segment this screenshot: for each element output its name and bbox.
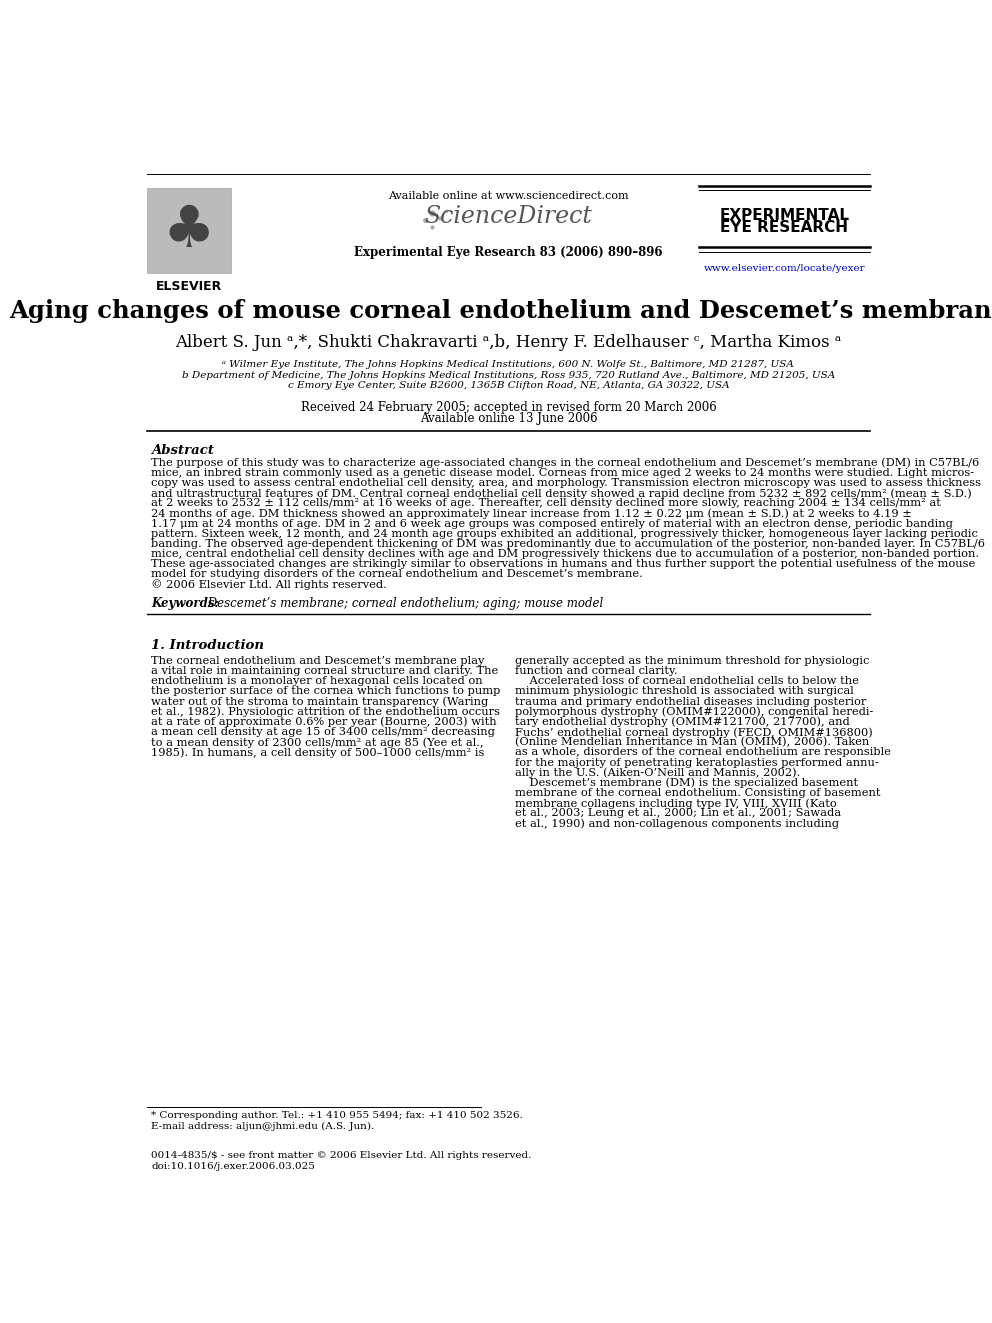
Text: mice, an inbred strain commonly used as a genetic disease model. Corneas from mi: mice, an inbred strain commonly used as … [151, 468, 974, 478]
Text: Experimental Eye Research 83 (2006) 890–896: Experimental Eye Research 83 (2006) 890–… [354, 246, 663, 259]
Text: Descemet’s membrane (DM) is the specialized basement: Descemet’s membrane (DM) is the speciali… [516, 778, 858, 789]
Text: Abstract: Abstract [151, 443, 214, 456]
Text: 1985). In humans, a cell density of 500–1000 cells/mm² is: 1985). In humans, a cell density of 500–… [151, 747, 484, 758]
Text: the posterior surface of the cornea which functions to pump: the posterior surface of the cornea whic… [151, 687, 501, 696]
Text: membrane of the corneal endothelium. Consisting of basement: membrane of the corneal endothelium. Con… [516, 789, 881, 798]
Text: 24 months of age. DM thickness showed an approximately linear increase from 1.12: 24 months of age. DM thickness showed an… [151, 508, 912, 519]
Text: Descemet’s membrane; corneal endothelium; aging; mouse model: Descemet’s membrane; corneal endothelium… [203, 598, 603, 610]
Text: et al., 2003; Leung et al., 2000; Lin et al., 2001; Sawada: et al., 2003; Leung et al., 2000; Lin et… [516, 808, 841, 819]
Text: at a rate of approximate 0.6% per year (Bourne, 2003) with: at a rate of approximate 0.6% per year (… [151, 717, 497, 728]
Text: ScienceDirect: ScienceDirect [425, 205, 592, 228]
Text: EYE RESEARCH: EYE RESEARCH [720, 221, 848, 235]
Text: b Department of Medicine, The Johns Hopkins Medical Institutions, Ross 935, 720 : b Department of Medicine, The Johns Hopk… [182, 370, 835, 380]
Text: copy was used to assess central endothelial cell density, area, and morphology. : copy was used to assess central endothel… [151, 478, 981, 488]
Text: minimum physiologic threshold is associated with surgical: minimum physiologic threshold is associa… [516, 687, 854, 696]
Text: (Online Mendelian Inheritance in Man (OMIM), 2006). Taken: (Online Mendelian Inheritance in Man (OM… [516, 737, 870, 747]
Text: ally in the U.S. (Aiken-O’Neill and Mannis, 2002).: ally in the U.S. (Aiken-O’Neill and Mann… [516, 767, 801, 778]
Text: model for studying disorders of the corneal endothelium and Descemet’s membrane.: model for studying disorders of the corn… [151, 569, 643, 579]
Text: Keywords:: Keywords: [151, 598, 219, 610]
Text: doi:10.1016/j.exer.2006.03.025: doi:10.1016/j.exer.2006.03.025 [151, 1162, 315, 1171]
Text: 1.17 μm at 24 months of age. DM in 2 and 6 week age groups was composed entirely: 1.17 μm at 24 months of age. DM in 2 and… [151, 519, 953, 528]
Text: to a mean density of 2300 cells/mm² at age 85 (Yee et al.,: to a mean density of 2300 cells/mm² at a… [151, 737, 484, 747]
Text: tary endothelial dystrophy (OMIM#121700, 217700), and: tary endothelial dystrophy (OMIM#121700,… [516, 717, 850, 728]
Text: * Corresponding author. Tel.: +1 410 955 5494; fax: +1 410 502 3526.: * Corresponding author. Tel.: +1 410 955… [151, 1111, 523, 1121]
Text: ELSEVIER: ELSEVIER [156, 279, 222, 292]
Text: trauma and primary endothelial diseases including posterior: trauma and primary endothelial diseases … [516, 696, 867, 706]
Text: E-mail address: aljun@jhmi.edu (A.S. Jun).: E-mail address: aljun@jhmi.edu (A.S. Jun… [151, 1122, 374, 1131]
Text: ᵃ Wilmer Eye Institute, The Johns Hopkins Medical Institutions, 600 N. Wolfe St.: ᵃ Wilmer Eye Institute, The Johns Hopkin… [222, 360, 795, 369]
Text: The corneal endothelium and Descemet’s membrane play: The corneal endothelium and Descemet’s m… [151, 656, 484, 665]
Text: mice, central endothelial cell density declines with age and DM progressively th: mice, central endothelial cell density d… [151, 549, 979, 560]
Text: pattern. Sixteen week, 12 month, and 24 month age groups exhibited an additional: pattern. Sixteen week, 12 month, and 24 … [151, 529, 978, 538]
Text: Received 24 February 2005; accepted in revised form 20 March 2006: Received 24 February 2005; accepted in r… [301, 401, 716, 414]
Text: function and corneal clarity.: function and corneal clarity. [516, 665, 678, 676]
Text: water out of the stroma to maintain transparency (Waring: water out of the stroma to maintain tran… [151, 696, 488, 706]
Text: et al., 1990) and non-collagenous components including: et al., 1990) and non-collagenous compon… [516, 819, 839, 830]
Text: at 2 weeks to 2532 ± 112 cells/mm² at 16 weeks of age. Thereafter, cell density : at 2 weeks to 2532 ± 112 cells/mm² at 16… [151, 499, 941, 508]
Text: EXPERIMENTAL: EXPERIMENTAL [719, 208, 849, 224]
Text: Accelerated loss of corneal endothelial cells to below the: Accelerated loss of corneal endothelial … [516, 676, 859, 687]
Text: as a whole, disorders of the corneal endothelium are responsible: as a whole, disorders of the corneal end… [516, 747, 891, 757]
Text: a vital role in maintaining corneal structure and clarity. The: a vital role in maintaining corneal stru… [151, 665, 498, 676]
Text: Albert S. Jun ᵃ,*, Shukti Chakravarti ᵃ,b, Henry F. Edelhauser ᶜ, Martha Kimos ᵃ: Albert S. Jun ᵃ,*, Shukti Chakravarti ᵃ,… [176, 335, 841, 352]
Text: © 2006 Elsevier Ltd. All rights reserved.: © 2006 Elsevier Ltd. All rights reserved… [151, 579, 387, 590]
Text: and ultrastructural features of DM. Central corneal endothelial cell density sho: and ultrastructural features of DM. Cent… [151, 488, 972, 499]
Text: a mean cell density at age 15 of 3400 cells/mm² decreasing: a mean cell density at age 15 of 3400 ce… [151, 728, 495, 737]
Text: generally accepted as the minimum threshold for physiologic: generally accepted as the minimum thresh… [516, 656, 870, 665]
Text: et al., 1982). Physiologic attrition of the endothelium occurs: et al., 1982). Physiologic attrition of … [151, 706, 500, 717]
Text: ♣: ♣ [163, 202, 215, 259]
Text: 1. Introduction: 1. Introduction [151, 639, 264, 652]
Text: Aging changes of mouse corneal endothelium and Descemet’s membrane: Aging changes of mouse corneal endotheli… [10, 299, 992, 323]
Text: Fuchs’ endothelial corneal dystrophy (FECD, OMIM#136800): Fuchs’ endothelial corneal dystrophy (FE… [516, 728, 873, 738]
Bar [147, 188, 231, 273]
Text: www.elsevier.com/locate/yexer: www.elsevier.com/locate/yexer [703, 265, 865, 274]
Text: membrane collagens including type IV, VIII, XVIII (Kato: membrane collagens including type IV, VI… [516, 798, 837, 808]
Text: c Emory Eye Center, Suite B2600, 1365B Clifton Road, NE, Atlanta, GA 30322, USA: c Emory Eye Center, Suite B2600, 1365B C… [288, 381, 729, 390]
Text: Available online at www.sciencedirect.com: Available online at www.sciencedirect.co… [388, 191, 629, 201]
Text: 0014-4835/$ - see front matter © 2006 Elsevier Ltd. All rights reserved.: 0014-4835/$ - see front matter © 2006 El… [151, 1151, 532, 1159]
Text: endothelium is a monolayer of hexagonal cells located on: endothelium is a monolayer of hexagonal … [151, 676, 483, 687]
Text: banding. The observed age-dependent thickening of DM was predominantly due to ac: banding. The observed age-dependent thic… [151, 538, 985, 549]
Text: polymorphous dystrophy (OMIM#122000), congenital heredi-: polymorphous dystrophy (OMIM#122000), co… [516, 706, 874, 717]
Text: Available online 13 June 2006: Available online 13 June 2006 [420, 411, 597, 425]
Text: for the majority of penetrating keratoplasties performed annu-: for the majority of penetrating keratopl… [516, 758, 879, 767]
Text: These age-associated changes are strikingly similar to observations in humans an: These age-associated changes are strikin… [151, 560, 975, 569]
Text: The purpose of this study was to characterize age-associated changes in the corn: The purpose of this study was to charact… [151, 458, 979, 468]
